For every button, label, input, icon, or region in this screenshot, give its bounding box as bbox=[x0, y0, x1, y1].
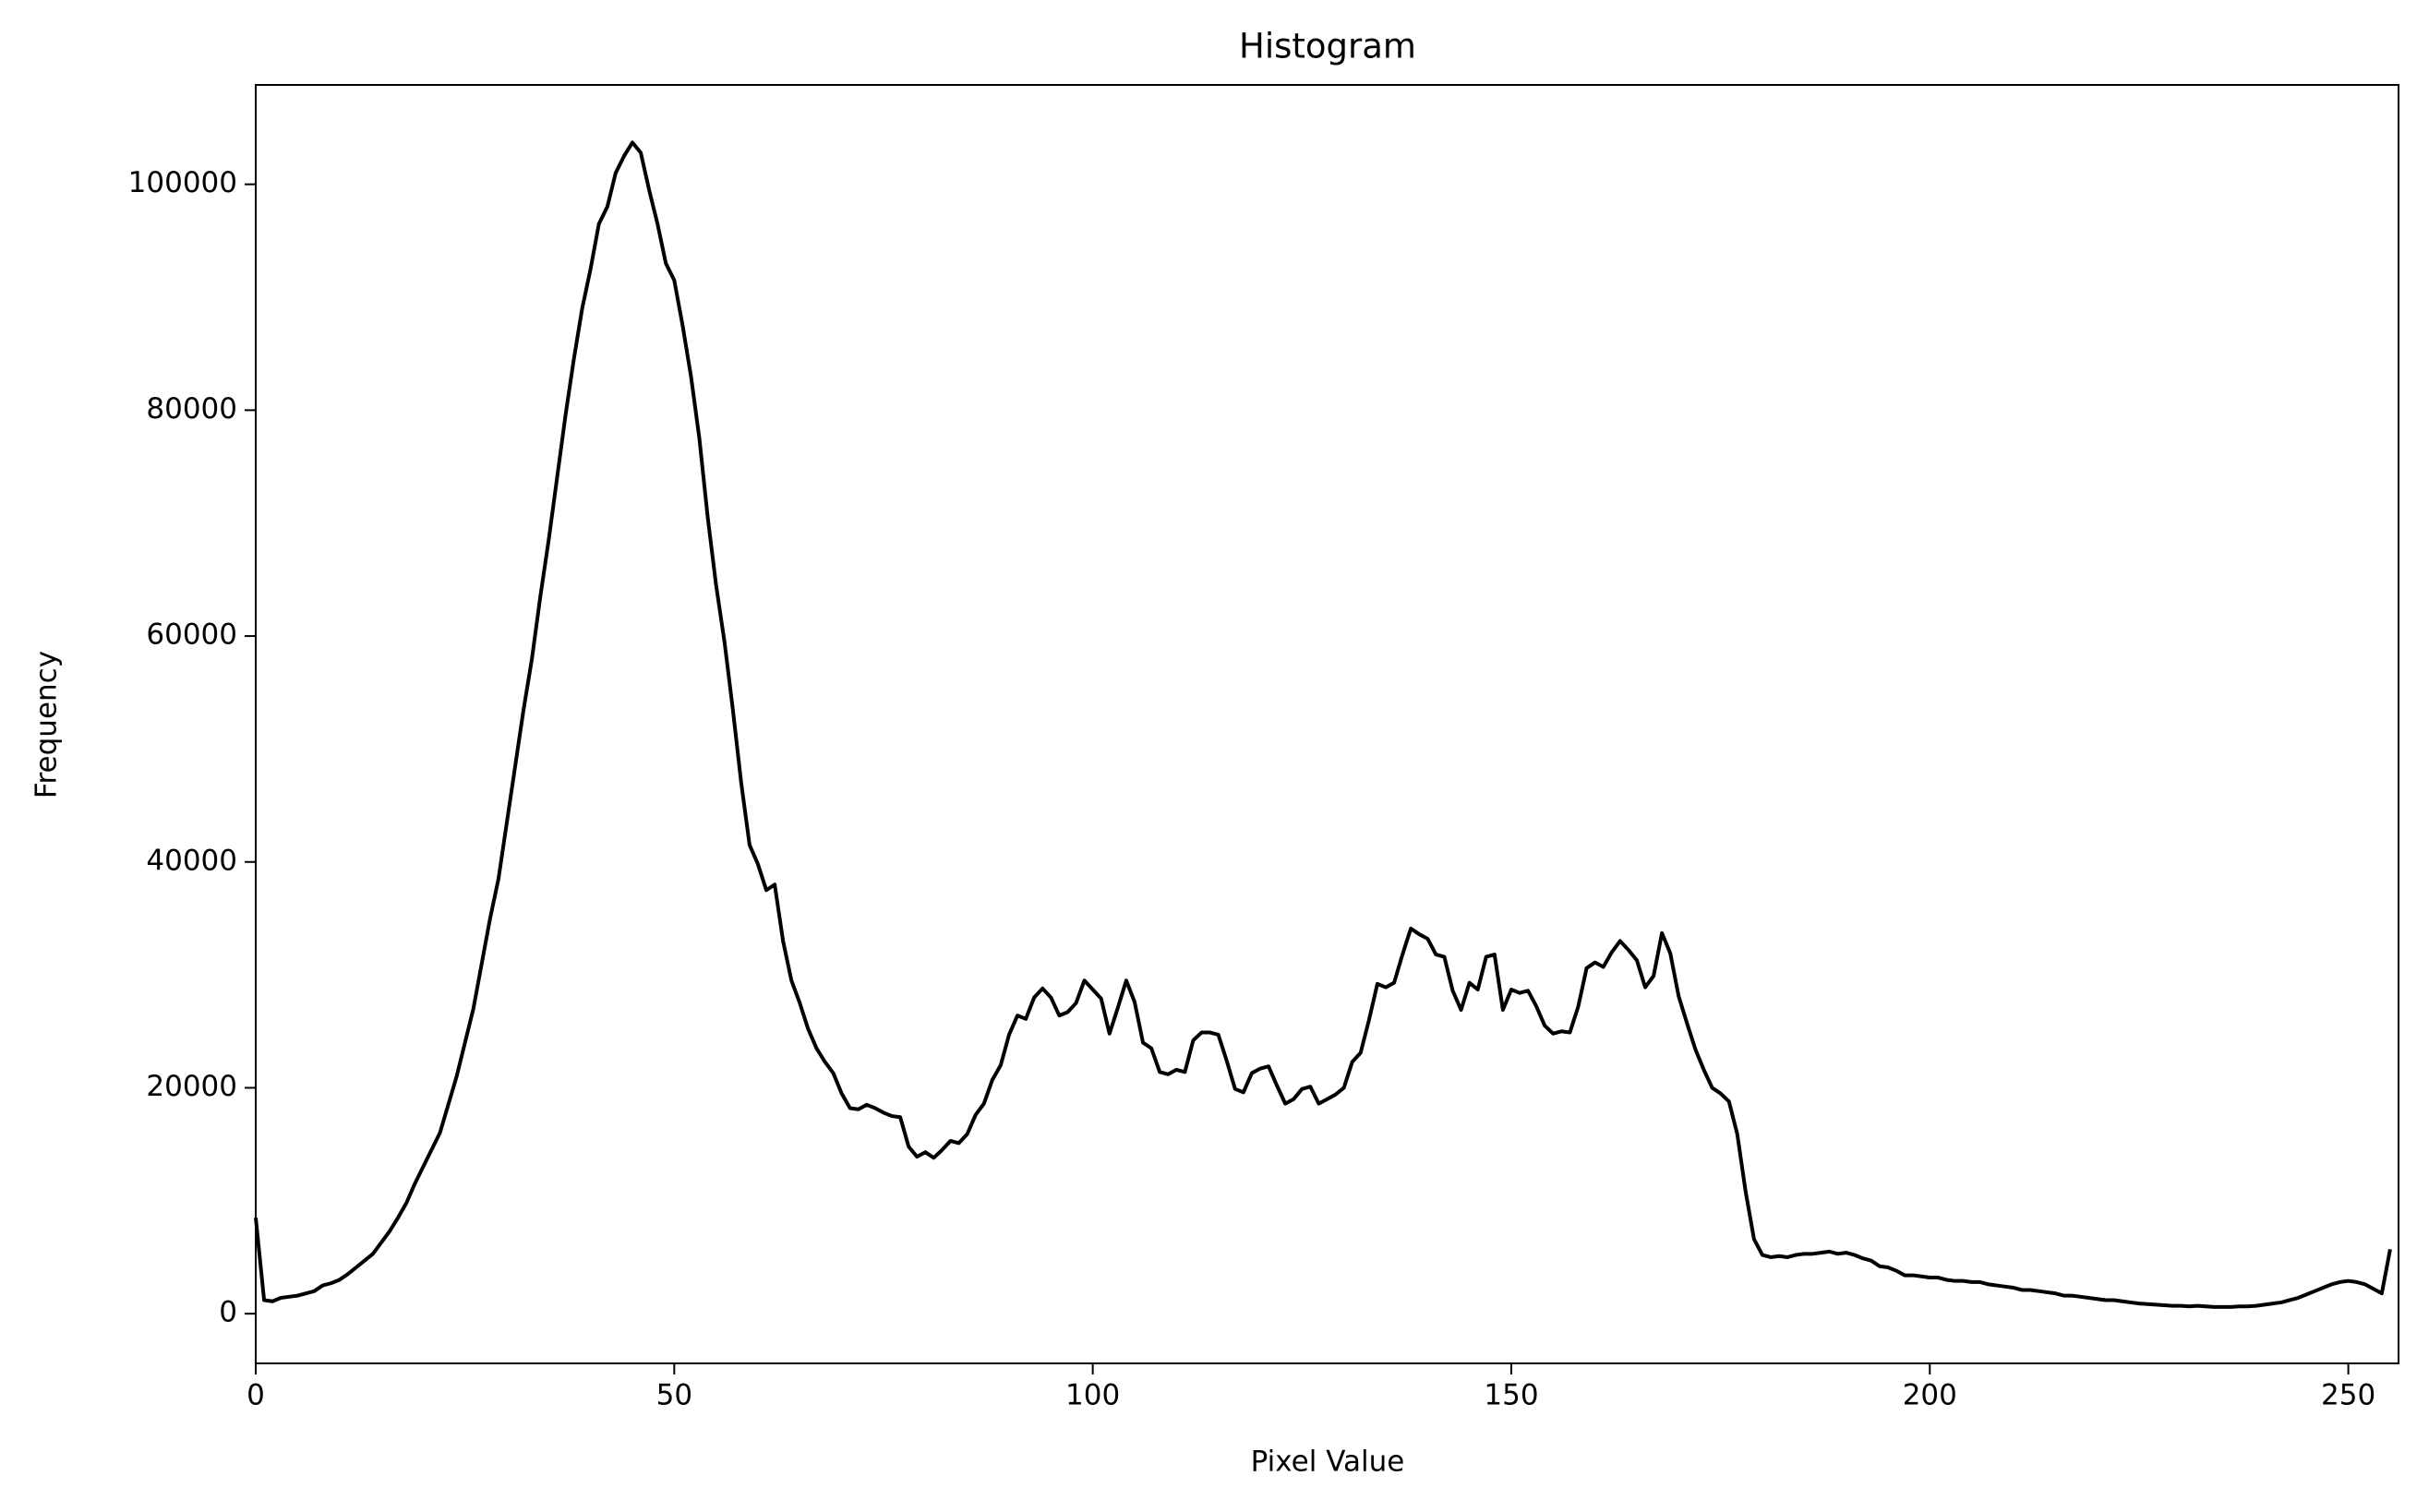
y-tick-label: 0 bbox=[219, 1296, 237, 1329]
y-tick-label: 100000 bbox=[128, 166, 237, 199]
x-tick-label: 50 bbox=[656, 1379, 692, 1412]
x-tick-label: 100 bbox=[1065, 1379, 1120, 1412]
x-tick-label: 0 bbox=[247, 1379, 265, 1412]
chart-title: Histogram bbox=[1239, 27, 1416, 66]
line-series bbox=[254, 140, 2392, 1309]
x-tick-label: 250 bbox=[2321, 1379, 2375, 1412]
y-axis-label: Frequency bbox=[30, 651, 64, 798]
y-tick-label: 20000 bbox=[146, 1070, 237, 1103]
y-tick-label: 40000 bbox=[146, 844, 237, 877]
plot-frame bbox=[255, 84, 2399, 1364]
x-axis-label: Pixel Value bbox=[1251, 1446, 1405, 1479]
y-tick-label: 80000 bbox=[146, 392, 237, 426]
x-tick-label: 150 bbox=[1484, 1379, 1538, 1412]
y-tick-label: 60000 bbox=[146, 618, 237, 652]
x-tick-label: 200 bbox=[1903, 1379, 1957, 1412]
